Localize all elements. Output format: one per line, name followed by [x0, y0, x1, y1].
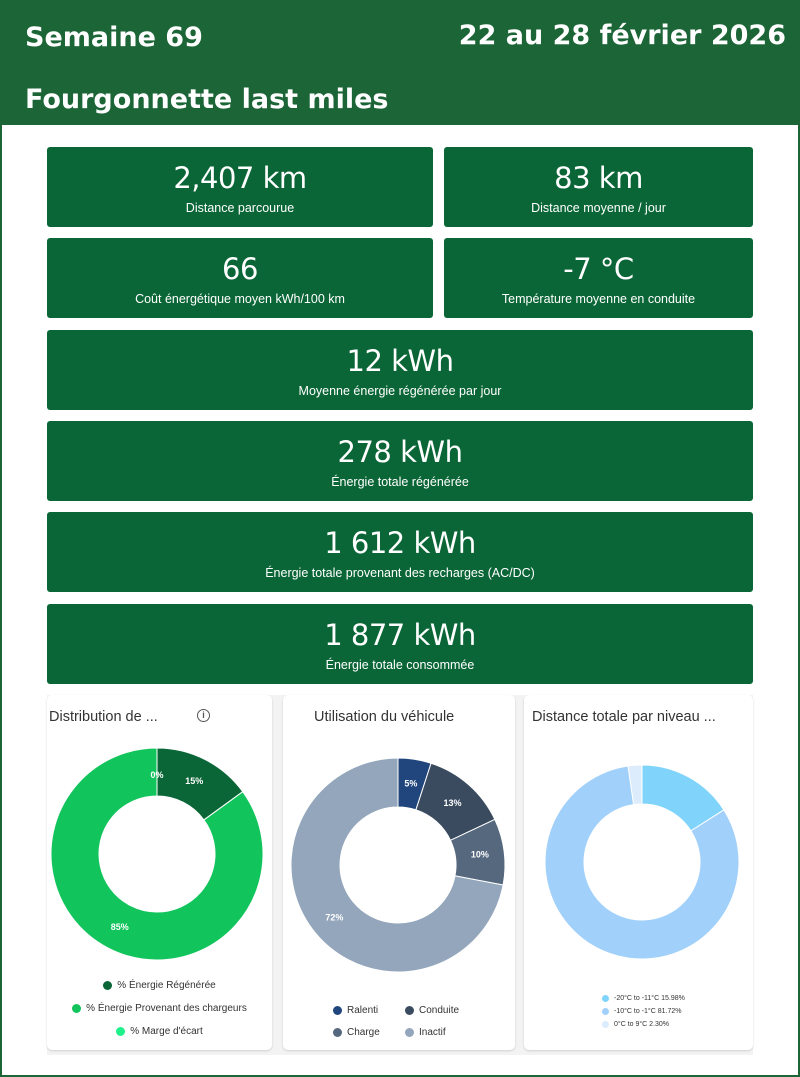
- slice-1[interactable]: [544, 765, 740, 960]
- slice-3[interactable]: [290, 757, 504, 973]
- kpi-value: 278 kWh: [337, 435, 463, 469]
- info-icon[interactable]: i: [197, 709, 210, 722]
- kpi-label: Énergie totale régénérée: [331, 475, 469, 489]
- chart-title: Utilisation du véhicule: [314, 709, 455, 725]
- legend-item[interactable]: -20°C to -11°C 15.98%: [602, 995, 685, 1002]
- legend-swatch: [72, 1004, 82, 1013]
- kpi-value: -7 °C: [563, 252, 634, 286]
- donut-chart: 15% 85% 0%: [50, 747, 264, 961]
- legend-label: -20°C to -11°C 15.98%: [614, 995, 685, 1002]
- legend-swatch: [602, 1021, 609, 1028]
- kpi-label: Distance parcourue: [185, 201, 295, 215]
- page-title: Fourgonnette last miles: [25, 84, 389, 115]
- legend-label: 0°C to 9°C 2.30%: [614, 1021, 670, 1028]
- slice-label: 13%: [444, 798, 462, 808]
- legend-swatch: [116, 1027, 126, 1036]
- kpi-card: 2,407 km Distance parcourue: [47, 147, 433, 227]
- legend-swatch: [103, 981, 113, 990]
- kpi-card: 12 kWh Moyenne énergie régénérée par jour: [47, 330, 753, 410]
- kpi-value: 66: [222, 252, 258, 286]
- legend-swatch: [602, 995, 609, 1002]
- legend-label: Inactif: [419, 1027, 446, 1038]
- kpi-card: 1 612 kWh Énergie totale provenant des re…: [47, 512, 753, 592]
- kpi-value: 12 kWh: [346, 344, 454, 378]
- kpi-label: Moyenne énergie régénérée par jour: [298, 384, 502, 398]
- legend-label: % Énergie Régénérée: [117, 980, 216, 991]
- legend-label: Ralenti: [347, 1005, 379, 1016]
- slice-label: 10%: [471, 850, 489, 860]
- kpi-value: 1 877 kWh: [324, 618, 476, 652]
- legend-swatch: [333, 1006, 342, 1015]
- legend-item[interactable]: -10°C to -1°C 81.72%: [602, 1008, 681, 1015]
- legend-label: Conduite: [419, 1005, 460, 1016]
- slice-label: 85%: [111, 922, 129, 932]
- slice-label: 5%: [404, 779, 417, 789]
- legend-item[interactable]: Conduite: [405, 1005, 459, 1016]
- legend-label: -10°C to -1°C 81.72%: [614, 1008, 682, 1015]
- legend-label: Charge: [347, 1027, 380, 1038]
- slice-label: 0%: [150, 770, 163, 780]
- kpi-label: Énergie totale consommée: [325, 658, 475, 672]
- chart-title: Distance totale par niveau ...: [532, 709, 716, 725]
- chart-vehicle-usage: Utilisation du véhicule 5% 13% 10% 72% Ralen…: [283, 695, 515, 1050]
- slice-2[interactable]: [627, 764, 643, 806]
- kpi-value: 83 km: [554, 161, 643, 195]
- date-range: 22 au 28 février 2026: [458, 20, 786, 51]
- legend-item[interactable]: Charge: [333, 1027, 380, 1038]
- legend-item[interactable]: 0°C to 9°C 2.30%: [602, 1021, 669, 1028]
- kpi-value: 1 612 kWh: [324, 526, 476, 560]
- slice-label: 72%: [325, 913, 343, 923]
- kpi-label: Température moyenne en conduite: [501, 292, 696, 306]
- slice-1[interactable]: [50, 747, 264, 961]
- legend-swatch: [333, 1028, 342, 1037]
- chart-distance-by-temperature: Distance totale par niveau ... -20°C to …: [524, 695, 753, 1050]
- kpi-card: 66 Coût énergétique moyen kWh/100 km: [47, 238, 433, 318]
- legend-item[interactable]: Inactif: [405, 1027, 446, 1038]
- legend-swatch: [405, 1006, 414, 1015]
- slice-label: 15%: [185, 776, 203, 786]
- kpi-card: 1 877 kWh Énergie totale consommée: [47, 604, 753, 684]
- legend-item[interactable]: % Marge d'écart: [47, 1026, 272, 1037]
- week-label: Semaine 69: [25, 22, 203, 53]
- kpi-card: 83 km Distance moyenne / jour: [444, 147, 753, 227]
- legend-item[interactable]: % Énergie Provenant des chargeurs: [47, 1003, 272, 1014]
- kpi-value: 2,407 km: [173, 161, 307, 195]
- legend-swatch: [602, 1008, 609, 1015]
- legend-item[interactable]: Ralenti: [333, 1005, 378, 1016]
- donut-chart: [544, 764, 740, 960]
- legend-swatch: [405, 1028, 414, 1037]
- chart-title: Distribution de ...: [49, 709, 158, 725]
- legend-label: % Marge d'écart: [130, 1026, 203, 1037]
- legend-label: % Énergie Provenant des chargeurs: [86, 1003, 247, 1014]
- donut-chart: 5% 13% 10% 72%: [290, 757, 506, 973]
- kpi-label: Coût énergétique moyen kWh/100 km: [135, 292, 345, 306]
- chart-energy-distribution: Distribution de ... i 15% 85% 0% % Énergie …: [47, 695, 272, 1050]
- legend-item[interactable]: % Énergie Régénérée: [47, 980, 272, 991]
- kpi-card: -7 °C Température moyenne en conduite: [444, 238, 753, 318]
- dashboard-content: 2,407 km Distance parcourue 83 km Distance …: [2, 125, 798, 1075]
- kpi-label: Distance moyenne / jour: [531, 201, 666, 215]
- kpi-card: 278 kWh Énergie totale régénérée: [47, 421, 753, 501]
- kpi-label: Énergie totale provenant des recharges (…: [265, 566, 535, 580]
- charts-panel: Distribution de ... i 15% 85% 0% % Énergie …: [47, 695, 753, 1055]
